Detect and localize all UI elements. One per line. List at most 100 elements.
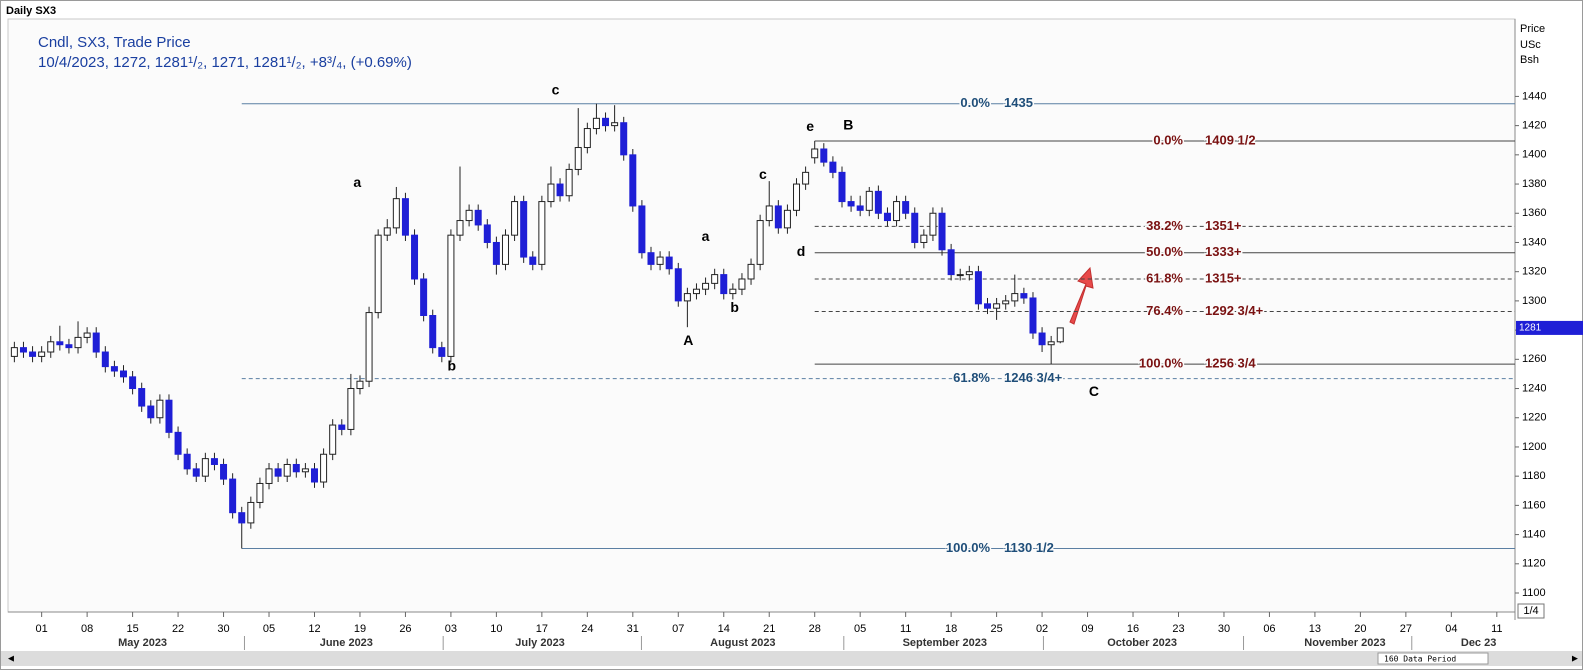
candle-body (129, 376, 137, 390)
fib-ratio: 61.8% (953, 370, 990, 385)
x-tick-label: 26 (399, 623, 411, 635)
y-tick-label: 1160 (1522, 499, 1546, 511)
x-tick-label: 21 (763, 623, 775, 635)
candle-body (1056, 327, 1064, 343)
fib-value: 1409 1/2 (1205, 132, 1256, 147)
candle-body (783, 209, 791, 229)
x-tick-label: 17 (536, 623, 548, 635)
candle-body (265, 468, 273, 484)
candle-body (183, 453, 191, 470)
candle-body (747, 263, 755, 280)
candle-body (829, 161, 837, 173)
candle-body (865, 190, 873, 211)
candle-body (856, 205, 864, 211)
candle-body (383, 227, 391, 236)
candle-body (401, 198, 409, 236)
y-axis-label: USc (1520, 39, 1541, 51)
candle-body (738, 278, 746, 290)
candle-body (592, 117, 600, 130)
candle-body (38, 351, 46, 357)
x-tick-label: 01 (36, 623, 48, 635)
candle-body (583, 128, 591, 149)
candle-body (556, 183, 564, 197)
candle-body (929, 212, 937, 236)
x-tick-label: 23 (1172, 623, 1184, 635)
candle-body (1002, 300, 1010, 305)
candle-body (310, 468, 318, 483)
candle-body (10, 347, 18, 357)
fib-ratio: 38.2% (1146, 218, 1183, 233)
x-tick-label: 06 (1263, 623, 1275, 635)
y-tick-label: 1400 (1522, 149, 1546, 161)
fib-ratio: 76.4% (1146, 303, 1183, 318)
candle-body (774, 205, 782, 229)
candle-body (65, 344, 73, 349)
candle-body (492, 241, 500, 265)
candle-body (165, 399, 173, 433)
candle-body (529, 256, 537, 265)
candle-body (229, 478, 237, 514)
data-period: 160 Data Period (1384, 655, 1456, 664)
candle-body (156, 399, 164, 419)
fib-value: 1292 3/4+ (1205, 303, 1264, 318)
candle-body (210, 458, 218, 465)
scrollbar[interactable] (1, 651, 1582, 666)
wave-label: A (683, 332, 693, 348)
candle-body (174, 431, 182, 455)
candle-body (83, 332, 91, 338)
zoom-box[interactable] (1517, 603, 1545, 619)
candle-body (765, 205, 773, 222)
scroll-right[interactable]: ► (1570, 654, 1580, 665)
candle-body (120, 370, 128, 378)
candle-body (19, 347, 27, 353)
fib-value: 1130 1/2 (1004, 540, 1054, 555)
scroll-left[interactable]: ◄ (6, 654, 16, 665)
x-tick-label: 11 (1491, 623, 1502, 635)
candle-body (993, 303, 1001, 309)
candle-body (1029, 297, 1037, 334)
x-tick-label: 27 (1400, 623, 1412, 635)
month-label: Dec 23 (1461, 637, 1496, 649)
y-axis-label: Price (1520, 23, 1545, 35)
y-tick-label: 1340 (1522, 236, 1546, 248)
candle-body (356, 380, 364, 390)
month-label: May 2023 (118, 637, 167, 649)
candle-body (720, 274, 728, 295)
candle-body (56, 341, 64, 346)
candle-body (256, 482, 264, 503)
wave-label: a (353, 174, 361, 190)
x-tick-label: 04 (1445, 623, 1457, 635)
candle-body (547, 183, 555, 203)
y-tick-label: 1420 (1522, 120, 1546, 132)
y-tick-label: 1320 (1522, 266, 1546, 278)
candle-body (147, 405, 155, 419)
candle-body (793, 183, 801, 211)
wave-label: C (1089, 383, 1099, 399)
candle-body (283, 463, 291, 477)
candle-body (92, 332, 100, 353)
candle-body (1047, 341, 1055, 346)
candle-body (347, 388, 355, 430)
y-tick-label: 1380 (1522, 178, 1546, 190)
candle-body (101, 351, 109, 368)
candle-body (820, 148, 828, 163)
candle-body (1020, 293, 1028, 299)
candle-body (74, 336, 82, 349)
candle-body (411, 234, 419, 280)
candle-body (201, 458, 209, 477)
candle-body (192, 468, 200, 477)
wave-label: e (806, 118, 814, 134)
x-tick-label: 12 (308, 623, 320, 635)
fib-value: 1315+ (1205, 270, 1242, 285)
candle-body (874, 190, 882, 214)
x-tick-label: 16 (1127, 623, 1139, 635)
candle-body (338, 424, 346, 430)
x-tick-label: 15 (126, 623, 138, 635)
candle-body (520, 201, 528, 258)
x-tick-label: 30 (217, 623, 229, 635)
candle-body (301, 468, 309, 473)
x-tick-label: 19 (354, 623, 366, 635)
legend-title: Cndl, SX3, Trade Price (38, 34, 191, 51)
candle-body (365, 312, 373, 382)
